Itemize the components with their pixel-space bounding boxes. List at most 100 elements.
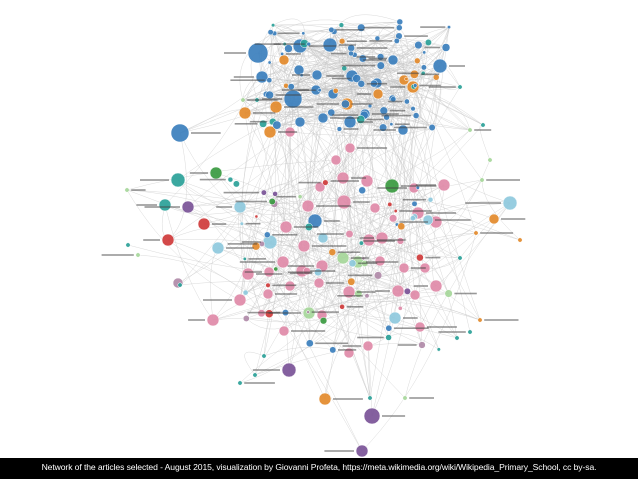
article-node [467,127,473,133]
graph-edge [371,291,408,417]
graph-edge [245,199,431,293]
node-label-mark [357,336,384,339]
node-label-mark [401,185,437,187]
graph-edge [356,78,433,128]
node-label-mark [311,311,339,313]
article-node [233,200,247,214]
graph-edge [239,47,447,301]
node-label-mark [424,46,440,49]
article-node [414,57,421,64]
node-label-mark [252,369,280,371]
graph-edge [212,281,352,321]
article-node [457,255,463,261]
node-label-mark [404,35,428,37]
graph-edge [263,347,333,357]
node-label-mark [351,103,373,105]
node-label-mark [419,84,441,87]
article-node [336,251,350,265]
article-node [260,189,267,196]
graph-edge [352,179,483,264]
node-label-mark [474,129,492,131]
node-label-mark [397,344,417,346]
node-label-mark [449,65,465,67]
article-node [279,220,293,234]
node-label-mark [336,29,365,31]
node-label-mark [435,219,471,221]
graph-edge [415,85,477,234]
graph-edge [126,189,401,242]
article-node [432,74,440,81]
article-node [232,180,240,188]
article-node [125,242,131,248]
node-label-mark [285,53,301,55]
article-node [397,124,409,136]
graph-edge [325,182,461,259]
node-label-mark [420,26,446,28]
article-node [264,231,271,239]
graph-edge [217,247,416,296]
article-node [328,248,337,256]
article-node [317,232,329,244]
article-node [273,266,279,272]
node-label-mark [363,26,395,29]
caption-bar: Network of the articles selected - Augus… [0,458,638,479]
node-label-mark [426,212,457,214]
article-node [255,70,269,84]
graph-edge [274,31,418,61]
node-label-mark [310,270,336,272]
node-label-mark [315,342,349,345]
article-node [266,77,273,84]
article-node [181,200,195,214]
article-node [241,267,255,281]
graph-edge [275,59,291,270]
article-node [206,313,220,327]
graph-edge [167,226,268,241]
graph-edge [263,183,309,207]
graph-edge [341,25,425,56]
graph-edge [164,204,214,321]
node-label-mark [420,73,440,76]
article-node [283,83,289,89]
node-label-mark [501,218,526,220]
article-node [267,29,274,36]
graph-edge [396,40,471,131]
article-node [322,179,329,186]
node-label-mark [382,415,406,417]
graph-edge [187,206,389,338]
node-label-mark [339,44,356,46]
node-label-mark [235,200,267,203]
article-node [396,18,404,26]
article-node [269,100,283,114]
article-node [358,186,366,195]
node-label-mark [438,331,466,333]
graph-edge [350,75,390,329]
node-label-mark [389,109,406,112]
node-label-mark [309,45,337,47]
graph-edge [272,121,371,399]
article-node [330,154,342,166]
article-node [227,176,234,183]
article-node [305,339,314,348]
graph-edge [274,179,483,205]
article-node [389,214,398,223]
article-node [301,31,306,36]
graph-edge [417,212,458,339]
graph-edge [377,38,471,333]
node-label-mark [216,206,232,208]
node-label-mark [337,295,363,297]
node-label-mark [136,204,157,206]
node-label-mark [188,319,205,321]
node-label-mark [403,317,418,319]
graph-edge [299,127,384,197]
node-label-mark [277,32,300,35]
article-node [427,196,434,203]
article-node [384,178,400,194]
article-node [322,37,338,53]
graph-edge [377,33,418,61]
graph-edge [261,243,311,344]
node-label-mark [393,126,427,129]
article-node [437,178,451,192]
graph-edge [137,254,262,314]
node-label-mark [143,239,160,241]
graph-edge [407,27,450,292]
